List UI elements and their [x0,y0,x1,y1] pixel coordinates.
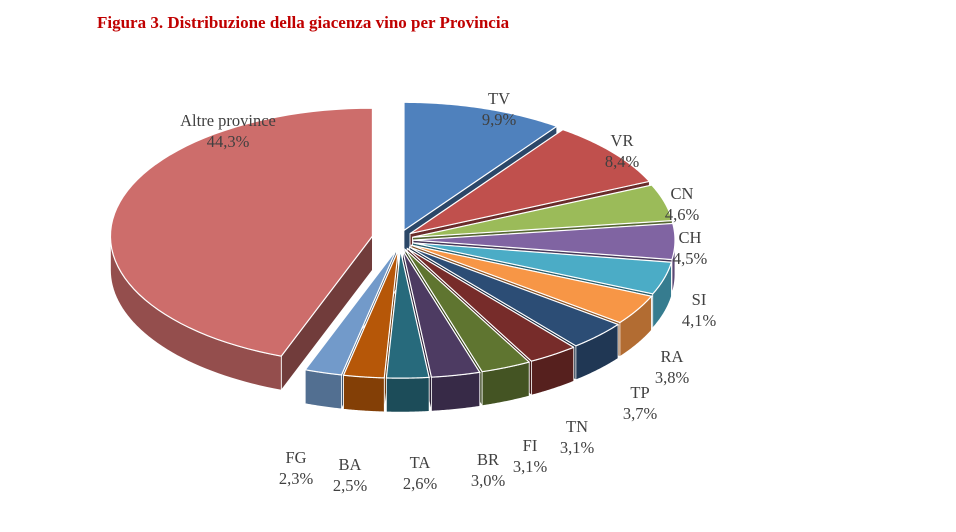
label-tv: TV [488,89,510,108]
slice-si [412,242,673,295]
label-tp: TP [630,383,649,402]
value-label-ba: 2,5% [333,476,368,495]
slice-br [402,249,482,378]
label-fi: FI [523,436,538,455]
pie-top [109,100,676,379]
value-label-altre-province: 44,3% [207,132,250,151]
label-altre-province: Altre province [180,111,276,130]
label-br: BR [477,450,499,469]
label-cn: CN [671,184,694,203]
slice-vr [409,129,651,235]
label-fg: FG [285,448,306,467]
slice-tv [402,100,559,232]
slice-ch [412,222,676,261]
slice-fi [404,248,530,373]
value-label-cn: 4,6% [665,205,700,224]
slice-ta [385,250,431,379]
value-label-si: 4,1% [682,311,717,330]
slice-cn [412,184,674,238]
slice-fg [304,249,397,376]
value-label-ra: 3,8% [655,368,690,387]
value-label-br: 3,0% [471,471,506,490]
chart-title: Figura 3. Distribuzione della giacenza v… [97,13,510,32]
label-si: SI [692,290,707,309]
value-label-ch: 4,5% [673,249,708,268]
label-vr: VR [611,131,634,150]
pie-labels: TV 9,9% VR 8,4% CN 4,6% CH 4,5% SI 4,1% RA 3,8% TP 3,… [180,89,716,495]
label-ch: CH [679,228,702,247]
slice-ba [342,249,399,379]
slice-tn [406,247,575,362]
slice-ra [411,244,653,324]
slice-tp [409,246,620,347]
value-label-tv: 9,9% [482,110,517,129]
value-label-fi: 3,1% [513,457,548,476]
label-tn: TN [566,417,588,436]
value-label-fg: 2,3% [279,469,314,488]
value-label-tp: 3,7% [623,404,658,423]
value-label-vr: 8,4% [605,152,640,171]
label-ba: BA [339,455,362,474]
value-label-tn: 3,1% [560,438,595,457]
slice-altre-province [109,107,374,358]
value-label-ta: 2,6% [403,474,438,493]
label-ra: RA [661,347,684,366]
label-ta: TA [410,453,431,472]
